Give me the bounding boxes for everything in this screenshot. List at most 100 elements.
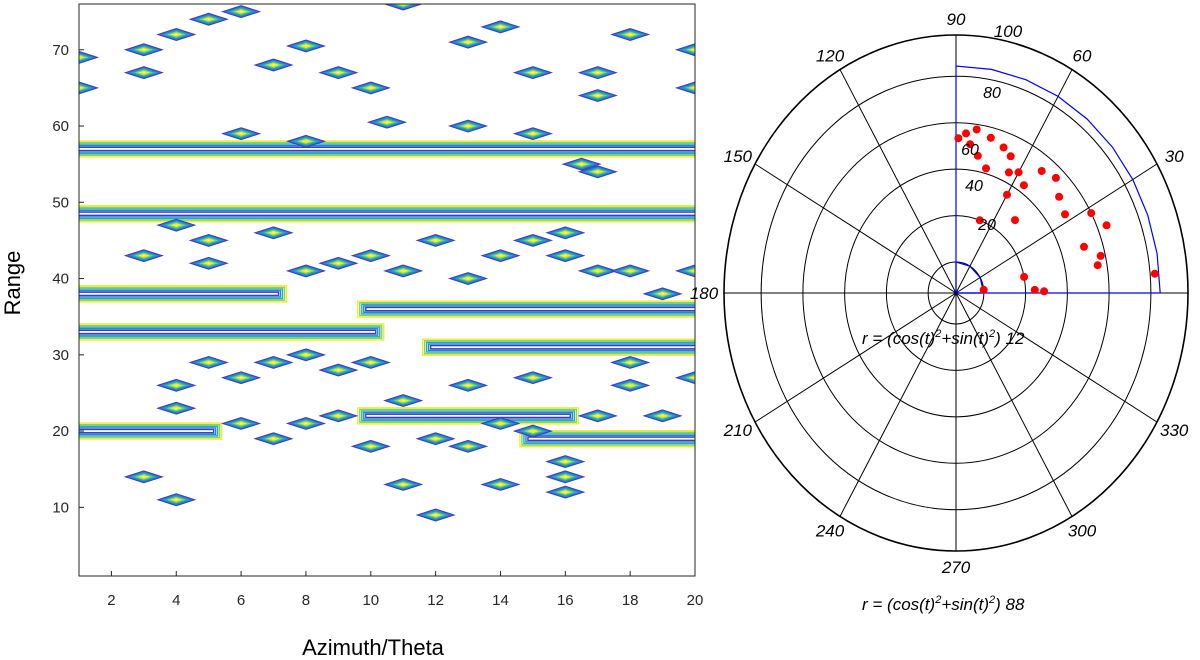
contour-blob (170, 383, 183, 388)
contour-blob (561, 157, 602, 171)
contour-blob (682, 266, 695, 276)
contour-blob (491, 252, 510, 259)
contour-blob (264, 61, 283, 69)
contour-blob (447, 439, 489, 453)
contour-blob (163, 30, 190, 39)
contour-band (363, 411, 573, 420)
contour-blob (296, 267, 316, 274)
contour-blob (383, 4, 424, 11)
contour-blob (383, 264, 424, 278)
contour-blob (79, 82, 96, 94)
contour-blob (575, 162, 588, 167)
contour-blob (588, 69, 608, 76)
contour-blob (591, 70, 604, 75)
contour-blob (519, 236, 546, 245)
contour-blob (455, 121, 482, 131)
contour-blob (364, 86, 377, 90)
contour-blob (127, 67, 161, 78)
contour-blob (285, 134, 327, 148)
contour-band (79, 208, 695, 220)
contour-blob (429, 436, 442, 441)
contour-band (79, 288, 284, 300)
contour-blob (159, 219, 193, 231)
contour-blob (548, 486, 582, 498)
contour-blob (235, 421, 247, 426)
contour-blob (577, 89, 618, 102)
contour-blob (264, 435, 283, 442)
contour-blob (220, 371, 262, 385)
contour-blob (559, 459, 572, 464)
contour-blob (300, 44, 312, 48)
contour-blob (588, 267, 608, 274)
contour-band (361, 303, 695, 315)
contour-blob (617, 266, 644, 276)
contour-blob (483, 479, 518, 490)
contour-blob (235, 9, 247, 14)
contour-band (79, 324, 383, 340)
polar-theta-label: 180 (690, 284, 719, 303)
contour-blob (572, 161, 591, 168)
contour-blob (689, 269, 695, 273)
contour-blob (289, 418, 323, 429)
contour-blob (123, 43, 164, 57)
contour-blob (123, 470, 164, 484)
polar-blue-outer-line (955, 65, 1161, 294)
contour-blob (170, 497, 183, 502)
contour-blob (555, 458, 575, 465)
contour-blob (447, 119, 489, 133)
contour-blob (685, 267, 695, 274)
contour-blob (451, 441, 485, 452)
contour-blob (591, 93, 604, 98)
polar-spoke (754, 163, 957, 294)
contour-blob (267, 63, 280, 67)
contour-blob (646, 288, 680, 300)
contour-blob (381, 120, 393, 125)
contour-blob (494, 421, 507, 426)
contour-band (429, 344, 695, 350)
polar-red-point (975, 216, 984, 225)
polar-red-point (973, 151, 982, 160)
polar-spoke (955, 292, 1158, 423)
polar-red-point (1020, 272, 1029, 281)
contour-blob (462, 276, 474, 281)
contour-blob (390, 480, 417, 489)
polar-red-point (1014, 168, 1023, 177)
contour-blob (137, 253, 150, 258)
contour-blob (318, 66, 359, 80)
contour-blob (487, 22, 514, 32)
contour-blob (192, 257, 226, 269)
outer-formula-sup1: 2 (934, 594, 941, 606)
contour-band (519, 430, 695, 448)
contour-blob (188, 233, 229, 247)
polar-red-point (1080, 242, 1088, 251)
contour-blob (584, 167, 611, 176)
contour-blob (581, 410, 615, 422)
contour-blob (548, 227, 582, 239)
polar-theta-label: 240 (815, 521, 845, 540)
contour-blob (267, 360, 280, 365)
contour-blob (451, 273, 485, 284)
contour-blob (584, 411, 611, 421)
x-tick-label: 4 (172, 592, 180, 609)
polar-theta-label: 300 (1068, 521, 1097, 540)
contour-blob (166, 222, 186, 229)
contour-blob (325, 411, 352, 421)
outer-formula-prefix: r = (cos(t) (862, 595, 935, 614)
contour-blob (393, 397, 413, 404)
contour-blob (685, 84, 695, 91)
contour-blob (613, 29, 647, 40)
contour-blob (292, 266, 319, 276)
contour-blob (292, 41, 319, 51)
contour-blob (512, 66, 554, 80)
contour-blob (289, 135, 323, 147)
contour-blob (512, 233, 554, 247)
contour-blob (390, 396, 417, 405)
polar-red-point (966, 140, 975, 149)
contour-marks (79, 4, 695, 522)
contour-blob (458, 123, 478, 130)
contour-blob (383, 478, 424, 491)
contour-blob (170, 406, 183, 411)
contour-blob (253, 226, 294, 240)
contour-blob (134, 473, 154, 480)
contour-blob (527, 131, 539, 136)
